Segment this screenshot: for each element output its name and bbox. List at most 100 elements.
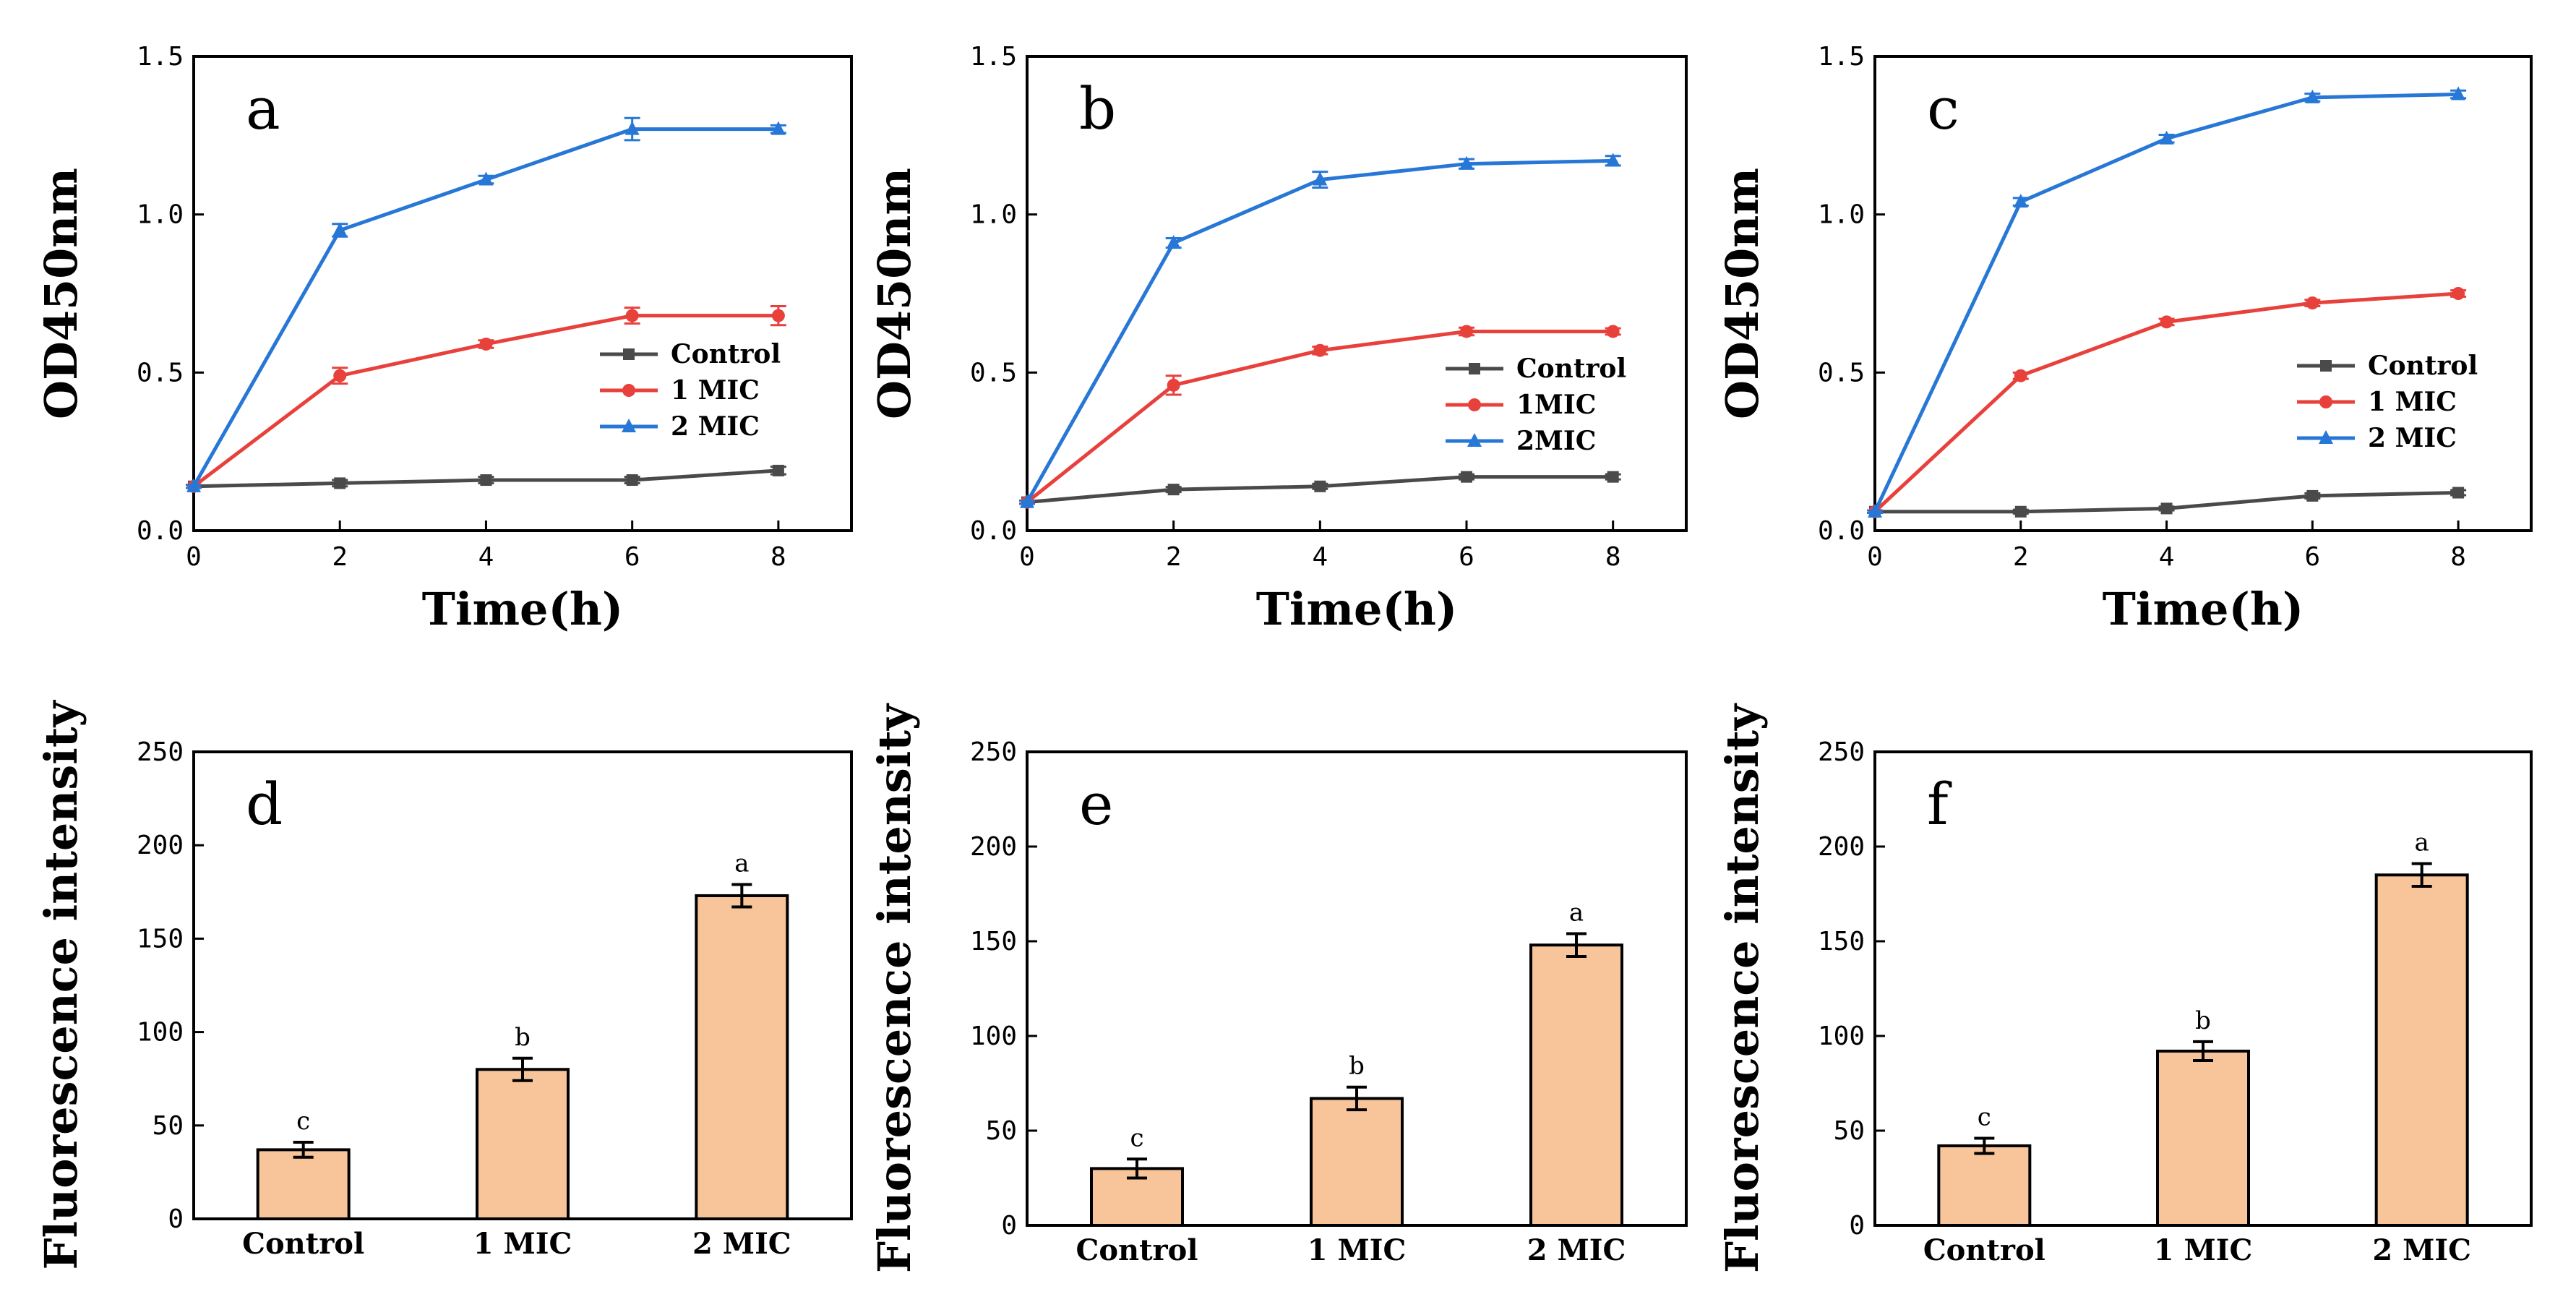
- x-tick-label: 4: [2159, 542, 2175, 572]
- x-axis-title: Time(h): [422, 583, 624, 635]
- y-tick-label: 100: [137, 1018, 184, 1048]
- y-axis-title: OD450nm: [1716, 168, 1769, 419]
- y-tick-label: 100: [970, 1022, 1017, 1051]
- category-label: Control: [242, 1227, 364, 1261]
- category-label: 2 MIC: [692, 1227, 791, 1261]
- x-axis-title: Time(h): [2103, 583, 2304, 635]
- x-tick-label: 8: [1605, 542, 1621, 572]
- bar: [1310, 1097, 1404, 1227]
- data-point: [478, 171, 494, 186]
- data-point: [1313, 343, 1327, 357]
- data-point: [479, 337, 493, 351]
- data-point: [2159, 130, 2174, 145]
- data-point: [2451, 86, 2466, 100]
- y-tick-label: 150: [970, 927, 1017, 956]
- panel-f: 0 50 100 150 200 250 Fluorescence intensity f c C…: [1716, 703, 2533, 1273]
- legend-marker: [623, 348, 635, 360]
- significance-label: a: [2415, 828, 2429, 857]
- legend: Control 1MIC 2MIC: [1446, 354, 1626, 456]
- x-tick-label: 6: [624, 542, 640, 572]
- y-tick-label: 0.5: [1818, 358, 1865, 387]
- data-point: [2014, 505, 2027, 518]
- y-tick-label: 200: [970, 832, 1017, 862]
- data-point: [1314, 480, 1326, 492]
- legend-marker: [1468, 398, 1481, 411]
- y-axis-title: Fluorescence intensity: [35, 700, 87, 1270]
- data-point: [1607, 471, 1619, 483]
- category-label: Control: [1076, 1233, 1198, 1267]
- y-tick-label: 50: [1834, 1116, 1865, 1146]
- category-label: 1 MIC: [2154, 1233, 2253, 1267]
- bar: [695, 894, 789, 1221]
- data-point: [2305, 89, 2320, 103]
- y-tick-label: 0: [1849, 1211, 1865, 1241]
- panel-b: 0.0 0.5 1.0 1.5 OD450nm b 0 2 4 6 8 Time(h) Control 1…: [868, 42, 1688, 635]
- data-point: [2452, 287, 2465, 300]
- panel-d: 0 50 100 150 200 250 Fluorescence intensity d c C…: [35, 700, 853, 1270]
- data-point: [1460, 325, 1473, 338]
- legend-marker: [2319, 395, 2332, 408]
- category-label: 2 MIC: [1527, 1233, 1626, 1267]
- category-label: 1 MIC: [1308, 1233, 1407, 1267]
- panel-letter: b: [1079, 75, 1116, 142]
- legend-label: 1 MIC: [671, 375, 760, 406]
- bar: [256, 1148, 351, 1220]
- legend-label: 2MIC: [1516, 426, 1596, 456]
- series-control: [1867, 487, 2467, 518]
- data-point: [1461, 471, 1472, 483]
- y-tick-label: 0.5: [137, 358, 184, 387]
- legend-label: 2 MIC: [2368, 423, 2457, 453]
- legend-label: Control: [2368, 351, 2478, 381]
- y-tick-label: 250: [1818, 737, 1865, 767]
- bar: [1937, 1144, 2032, 1227]
- series-2-mic: [1867, 86, 2467, 518]
- x-tick-label: 2: [1166, 542, 1182, 572]
- data-point: [333, 369, 347, 382]
- legend-label: Control: [671, 339, 781, 369]
- series-control: [1019, 471, 1621, 508]
- bar: [1529, 943, 1623, 1227]
- y-tick-label: 0.5: [970, 358, 1017, 387]
- legend-marker: [622, 419, 636, 432]
- x-tick-label: 6: [2304, 542, 2320, 572]
- legend: Control 1 MIC 2 MIC: [2297, 351, 2478, 453]
- data-point: [1167, 484, 1180, 496]
- significance-label: a: [1569, 899, 1584, 928]
- data-point: [2013, 194, 2028, 208]
- y-tick-label: 150: [1818, 927, 1865, 956]
- y-tick-label: 0: [168, 1204, 184, 1234]
- series-control: [186, 464, 786, 492]
- y-tick-label: 0.0: [970, 516, 1017, 546]
- bar: [2374, 873, 2469, 1228]
- y-tick-label: 250: [970, 737, 1017, 767]
- legend-marker: [1469, 363, 1480, 374]
- legend-label: 1 MIC: [2368, 387, 2457, 417]
- data-point: [480, 474, 492, 487]
- data-point: [1605, 153, 1620, 167]
- x-tick-label: 0: [1867, 542, 1883, 572]
- data-point: [1167, 378, 1180, 392]
- x-tick-label: 4: [478, 542, 494, 572]
- plot-frame: [1026, 55, 1688, 532]
- x-axis-title: Time(h): [1256, 583, 1458, 635]
- y-tick-label: 1.5: [1818, 42, 1865, 72]
- x-tick-label: 2: [332, 542, 348, 572]
- panel-a: 0.0 0.5 1.0 1.5 OD450nm a 0 2 4 6 8 Time(h) Control 1…: [35, 42, 853, 635]
- plot-frame: [192, 55, 853, 532]
- data-point: [625, 309, 639, 322]
- data-point: [1868, 503, 1882, 518]
- data-point: [2306, 296, 2319, 310]
- data-point: [334, 477, 346, 489]
- data-point: [332, 222, 348, 236]
- significance-label: c: [1130, 1123, 1143, 1152]
- data-point: [2014, 369, 2027, 382]
- data-point: [1313, 171, 1328, 186]
- y-axis-title: Fluorescence intensity: [868, 703, 921, 1273]
- y-tick-label: 150: [137, 924, 184, 954]
- y-tick-label: 50: [153, 1111, 184, 1141]
- y-tick-label: 1.5: [970, 42, 1017, 72]
- x-tick-label: 2: [2013, 542, 2029, 572]
- y-tick-label: 200: [1818, 832, 1865, 862]
- significance-label: c: [296, 1107, 310, 1136]
- panel-letter: e: [1079, 771, 1113, 838]
